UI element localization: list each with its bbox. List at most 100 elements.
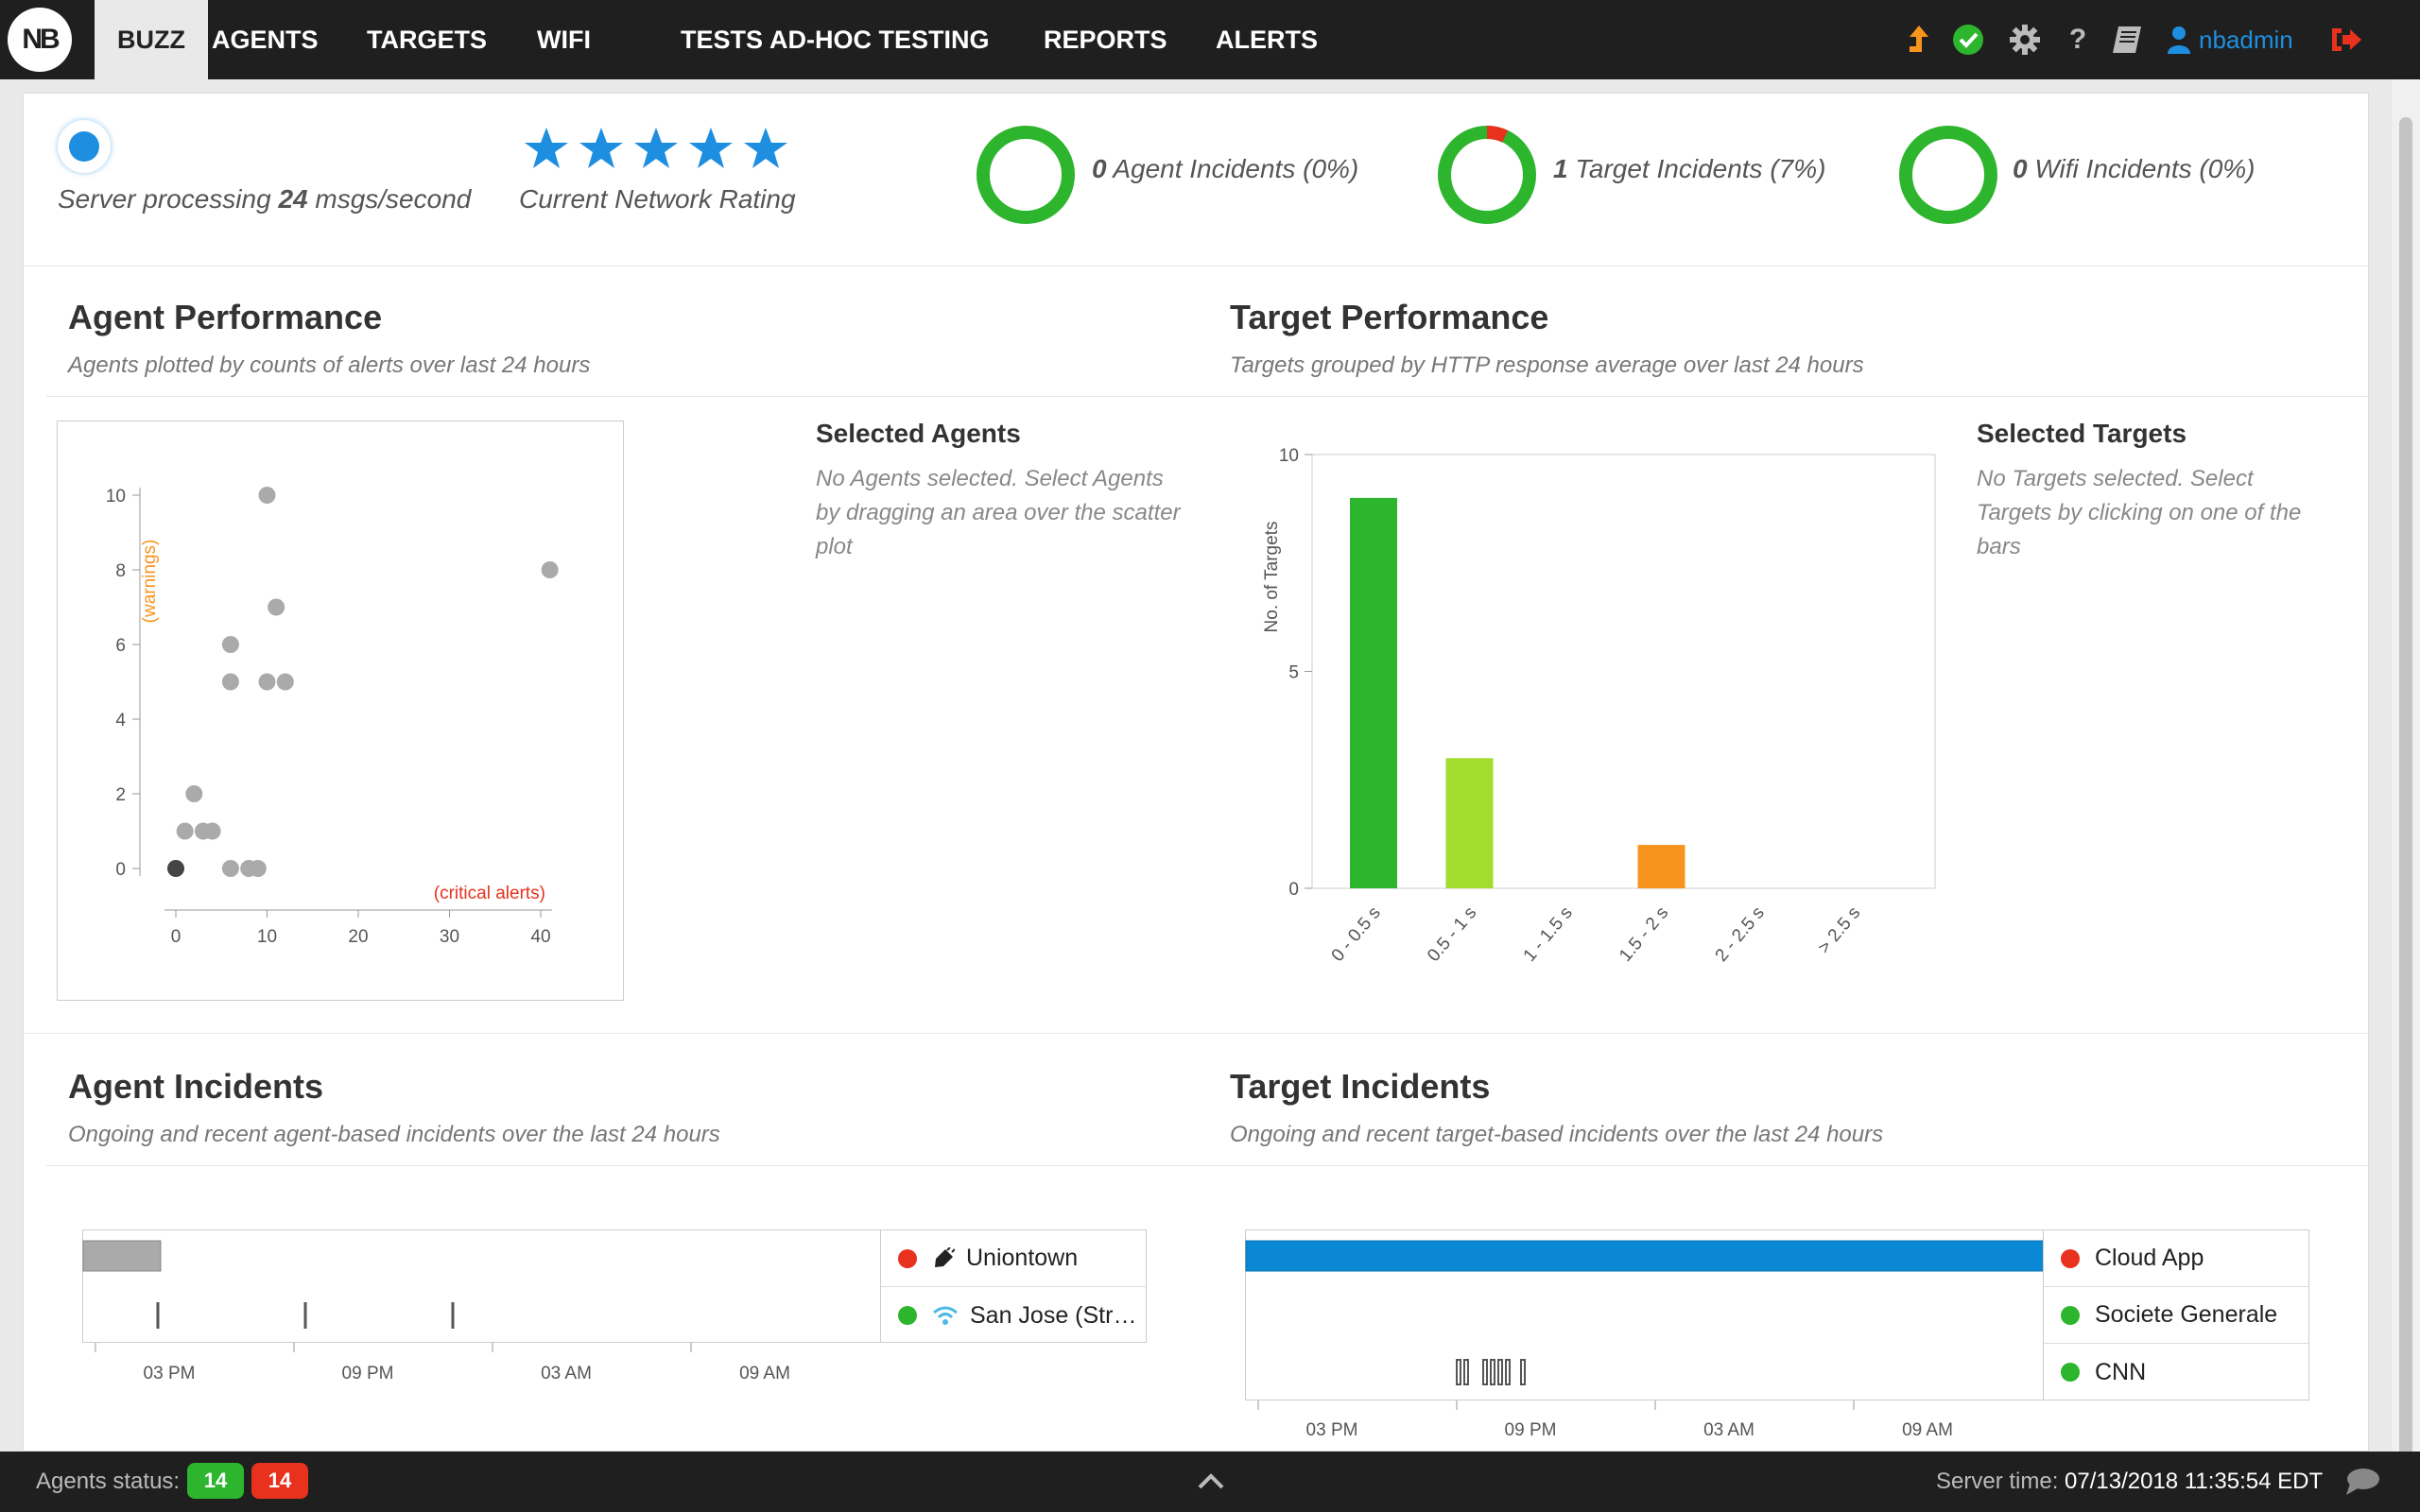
scatter-point — [249, 860, 267, 877]
nav-alerts[interactable]: ALERTS — [1216, 26, 1318, 54]
agent-incidents-label[interactable]: 0 Agent Incidents (0%) — [1092, 154, 1359, 183]
nav-buzz[interactable]: BUZZ — [95, 0, 208, 79]
y-tick-label: 10 — [1279, 446, 1299, 466]
y-tick-label: 5 — [1288, 663, 1299, 683]
nav-ad-hoc-testing[interactable]: AD-HOC TESTING — [769, 26, 990, 54]
incident-bar — [1245, 1240, 2048, 1272]
target-incidents-title: Target Incidents — [1230, 1067, 1491, 1106]
time-tick-label: 03 PM — [1306, 1420, 1358, 1440]
network-rating-label: Current Network Rating — [519, 184, 796, 214]
documentation-book-icon[interactable] — [2108, 21, 2146, 59]
legend-label: Uniontown — [966, 1245, 1079, 1271]
bar — [1637, 845, 1685, 888]
status-dot — [898, 1248, 917, 1268]
logout-icon[interactable] — [2327, 21, 2365, 59]
divider — [1207, 1165, 2370, 1166]
plug-icon — [935, 1246, 955, 1267]
time-tick-label: 09 PM — [1505, 1420, 1557, 1440]
wifi-incidents-label[interactable]: 0 Wifi Incidents (0%) — [2013, 154, 2256, 183]
top-navigation-bar: NB BUZZ AGENTS TARGETS WIFI TESTS AD-HOC… — [0, 0, 2420, 79]
x-tick-label: 1 - 1.5 s — [1520, 903, 1577, 966]
legend-label: San Jose (Str… — [970, 1301, 1137, 1329]
x-tick-label: 40 — [530, 927, 550, 947]
x-tick-label: 1.5 - 2 s — [1616, 903, 1672, 966]
y-axis-label: (warnings) — [140, 540, 160, 624]
incident-bar — [82, 1240, 162, 1272]
system-ok-check-icon[interactable] — [1949, 21, 1987, 59]
nav-reports[interactable]: REPORTS — [1044, 26, 1167, 54]
divider — [24, 1033, 2368, 1034]
legend-item-cloud-app[interactable]: Cloud App — [2044, 1230, 2308, 1287]
nav-agents[interactable]: AGENTS — [212, 26, 319, 54]
wifi-incidents-ring[interactable] — [1897, 124, 1999, 226]
nav-wifi[interactable]: WIFI — [537, 26, 591, 54]
target-incidents-label[interactable]: 1 Target Incidents (7%) — [1553, 154, 1826, 183]
legend-item-san-jose[interactable]: San Jose (Str… — [881, 1287, 1146, 1344]
x-tick-label: 30 — [440, 927, 459, 947]
agent-incidents-timeline[interactable]: 03 PM 09 PM 03 AM 09 AM — [82, 1229, 1028, 1428]
target-incidents-ring[interactable] — [1436, 124, 1538, 226]
x-tick-label: > 2.5 s — [1814, 903, 1864, 958]
scatter-point — [221, 860, 239, 877]
agent-incidents-ring[interactable] — [975, 124, 1077, 226]
user-menu[interactable]: nbadmin — [2167, 21, 2293, 59]
status-dot — [898, 1306, 917, 1325]
y-tick-label: 10 — [106, 487, 126, 507]
settings-gear-icon[interactable] — [2006, 21, 2044, 59]
y-tick-label: 8 — [115, 561, 126, 581]
selected-targets-title: Selected Targets — [1977, 419, 2187, 448]
legend-label: Cloud App — [2095, 1245, 2204, 1271]
y-tick-label: 4 — [115, 711, 126, 730]
time-tick-label: 09 AM — [739, 1364, 790, 1383]
server-processing-text: Server processing 24 msgs/second — [58, 184, 472, 214]
x-tick-label: 0 — [171, 927, 182, 947]
legend-item-cnn[interactable]: CNN — [2044, 1344, 2308, 1400]
scatter-point — [221, 636, 239, 653]
x-tick-label: 2 - 2.5 s — [1712, 903, 1769, 966]
scatter-point — [258, 673, 276, 691]
scatter-point — [221, 673, 239, 691]
scatter-point — [258, 487, 276, 504]
agent-performance-subtitle: Agents plotted by counts of alerts over … — [68, 352, 591, 378]
x-tick-label: 0.5 - 1 s — [1424, 903, 1480, 966]
selected-targets-text: No Targets selected. Select Targets by c… — [1977, 466, 2302, 559]
selected-agents-title: Selected Agents — [816, 419, 1021, 448]
scatter-point — [541, 561, 559, 578]
netbeez-logo[interactable]: NB — [8, 8, 72, 72]
time-tick-label: 09 PM — [342, 1364, 394, 1383]
incident-ticks — [1456, 1359, 1526, 1385]
agent-incidents-subtitle: Ongoing and recent agent-based incidents… — [68, 1122, 720, 1147]
target-incidents-timeline[interactable]: 03 PM 09 PM 03 AM 09 AM — [1245, 1229, 2190, 1447]
legend-item-uniontown[interactable]: Uniontown — [881, 1230, 1146, 1287]
server-status-indicator — [58, 120, 111, 173]
time-tick-label: 03 PM — [144, 1364, 196, 1383]
x-axis-label: (critical alerts) — [434, 884, 545, 903]
agents-down-badge[interactable]: 14 — [251, 1463, 308, 1499]
target-incidents-subtitle: Ongoing and recent target-based incident… — [1230, 1122, 1884, 1147]
legend-item-societe-generale[interactable]: Societe Generale — [2044, 1287, 2308, 1344]
agent-incidents-title: Agent Incidents — [68, 1067, 324, 1106]
server-time-label: Server time: 07/13/2018 11:35:54 EDT — [1936, 1469, 2324, 1494]
upgrade-arrow-icon[interactable] — [1900, 21, 1938, 59]
help-question-icon[interactable]: ? — [2068, 24, 2087, 55]
star-icon — [744, 128, 787, 168]
divider — [46, 1165, 1209, 1166]
chat-bubble-icon[interactable] — [2344, 1467, 2380, 1497]
star-icon — [634, 128, 678, 168]
page-scrollbar[interactable] — [2392, 79, 2420, 1469]
scatter-point — [276, 673, 294, 691]
scatter-point — [167, 860, 184, 877]
nav-tests[interactable]: TESTS — [681, 26, 764, 54]
scrollbar-thumb[interactable] — [2399, 117, 2412, 1469]
target-performance-title: Target Performance — [1230, 298, 1549, 336]
chevron-up-icon[interactable] — [1197, 1470, 1225, 1491]
scatter-point — [185, 785, 203, 802]
agent-incidents-legend: Uniontown San Jose (Str… — [880, 1229, 1147, 1343]
plot-frame — [1311, 454, 1936, 889]
nav-targets[interactable]: TARGETS — [367, 26, 487, 54]
agent-scatter-plot[interactable]: 0 2 4 6 8 10 0 10 20 30 40 (warnings) (critical aler… — [57, 421, 624, 1001]
target-performance-subtitle: Targets grouped by HTTP response average… — [1230, 352, 1864, 378]
agents-up-badge[interactable]: 14 — [187, 1463, 244, 1499]
target-bar-chart[interactable]: 0 5 10 No. of Targets 0 - 0.5 s 0.5 - 1 s 1 - … — [1224, 421, 1962, 1063]
status-dot — [2061, 1363, 2080, 1382]
